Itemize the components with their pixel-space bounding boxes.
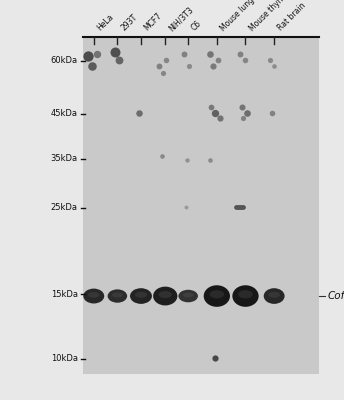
Text: 45kDa: 45kDa xyxy=(51,109,78,118)
Point xyxy=(209,104,214,110)
Point xyxy=(244,109,250,116)
Text: Mouse thymus: Mouse thymus xyxy=(247,0,293,33)
Ellipse shape xyxy=(238,290,253,298)
Point xyxy=(215,56,221,63)
Ellipse shape xyxy=(264,288,284,304)
Point xyxy=(94,50,100,57)
Text: NIH/3T3: NIH/3T3 xyxy=(167,4,195,33)
Text: C6: C6 xyxy=(190,19,203,33)
Point xyxy=(271,62,277,69)
Point xyxy=(269,109,275,116)
Text: Cofilin: Cofilin xyxy=(327,291,344,301)
Text: 15kDa: 15kDa xyxy=(51,290,78,298)
Ellipse shape xyxy=(108,289,127,303)
Point xyxy=(157,62,162,69)
Text: 60kDa: 60kDa xyxy=(51,56,78,65)
Point xyxy=(239,104,245,110)
Text: HeLa: HeLa xyxy=(96,12,116,33)
Point xyxy=(182,50,187,57)
Point xyxy=(183,204,189,210)
Point xyxy=(207,50,213,57)
Ellipse shape xyxy=(135,292,147,298)
Bar xyxy=(83,37,319,374)
Point xyxy=(237,50,243,57)
Point xyxy=(112,49,118,55)
Point xyxy=(186,62,192,69)
Ellipse shape xyxy=(209,290,224,298)
Ellipse shape xyxy=(88,292,99,298)
Text: 10kDa: 10kDa xyxy=(51,354,78,363)
Text: 25kDa: 25kDa xyxy=(51,203,78,212)
Point xyxy=(212,354,217,361)
Point xyxy=(160,70,165,76)
Ellipse shape xyxy=(179,290,198,302)
Point xyxy=(243,56,248,63)
Point xyxy=(86,52,91,59)
Text: Mouse lung: Mouse lung xyxy=(218,0,256,33)
Point xyxy=(184,157,190,163)
Text: 35kDa: 35kDa xyxy=(51,154,78,163)
Text: Rat brain: Rat brain xyxy=(276,1,307,33)
Ellipse shape xyxy=(204,285,230,307)
Point xyxy=(159,153,165,159)
Point xyxy=(116,56,121,63)
Point xyxy=(89,62,95,69)
Ellipse shape xyxy=(183,293,194,298)
Ellipse shape xyxy=(112,292,123,298)
Text: MCF7: MCF7 xyxy=(143,11,164,33)
Point xyxy=(217,115,223,122)
Ellipse shape xyxy=(268,292,280,298)
Ellipse shape xyxy=(83,288,104,304)
Point xyxy=(207,157,213,163)
Point xyxy=(136,109,142,116)
Point xyxy=(241,115,246,122)
Text: 293T: 293T xyxy=(119,13,139,33)
Point xyxy=(163,56,169,63)
Point xyxy=(268,56,273,63)
Point xyxy=(211,62,216,69)
Ellipse shape xyxy=(159,291,172,298)
Ellipse shape xyxy=(130,288,152,304)
Ellipse shape xyxy=(232,285,259,307)
Point xyxy=(212,109,217,116)
Ellipse shape xyxy=(153,287,178,306)
